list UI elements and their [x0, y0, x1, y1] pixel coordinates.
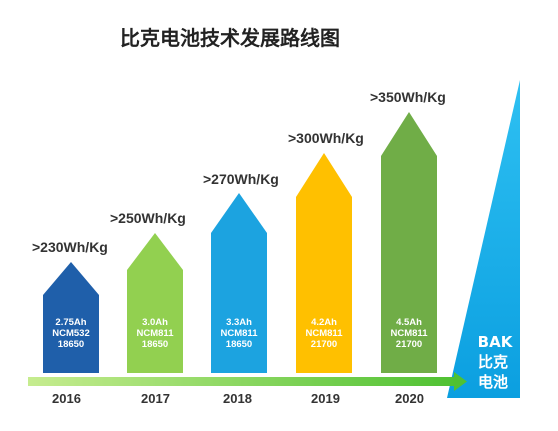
cell-format-2018: 18650: [226, 339, 252, 350]
year-2019: 2019: [311, 391, 340, 406]
stage-arrow-2020: [381, 112, 437, 373]
bak-brand-line3: 电池: [478, 373, 508, 391]
energy-label-2019: >300Wh/Kg: [288, 130, 364, 146]
capacity-2016: 2.75Ah: [55, 317, 86, 328]
stage-arrow-2019: [296, 153, 352, 373]
cell-format-2020: 21700: [396, 339, 422, 350]
cell-format-2019: 21700: [311, 339, 337, 350]
year-2018: 2018: [223, 391, 252, 406]
chemistry-2016: NCM532: [52, 328, 90, 339]
bak-brand-line1: BAK: [478, 333, 514, 351]
cell-format-2016: 18650: [58, 339, 84, 350]
chemistry-2019: NCM811: [306, 328, 344, 339]
cell-format-2017: 18650: [142, 339, 168, 350]
capacity-2019: 4.2Ah: [311, 317, 337, 328]
timeline-arrow-head: [454, 372, 467, 391]
capacity-2017: 3.0Ah: [142, 317, 168, 328]
stage-arrow-2017: [127, 233, 183, 373]
chemistry-2017: NCM811: [137, 328, 175, 339]
bak-brand-line2: 比克: [478, 353, 508, 371]
energy-label-2020: >350Wh/Kg: [370, 89, 446, 105]
bak-triangle: [447, 80, 520, 398]
capacity-2018: 3.3Ah: [226, 317, 252, 328]
stage-arrow-2016: [43, 262, 99, 373]
energy-label-2017: >250Wh/Kg: [110, 210, 186, 226]
capacity-2020: 4.5Ah: [396, 317, 422, 328]
chemistry-2018: NCM811: [221, 328, 259, 339]
energy-label-2018: >270Wh/Kg: [203, 171, 279, 187]
timeline-arrow-shaft: [28, 377, 456, 386]
year-2016: 2016: [52, 391, 81, 406]
page-title: 比克电池技术发展路线图: [120, 26, 340, 50]
year-2017: 2017: [141, 391, 170, 406]
chemistry-2020: NCM811: [391, 328, 429, 339]
stage-arrow-2018: [211, 193, 267, 373]
year-2020: 2020: [395, 391, 424, 406]
energy-label-2016: >230Wh/Kg: [32, 239, 108, 255]
